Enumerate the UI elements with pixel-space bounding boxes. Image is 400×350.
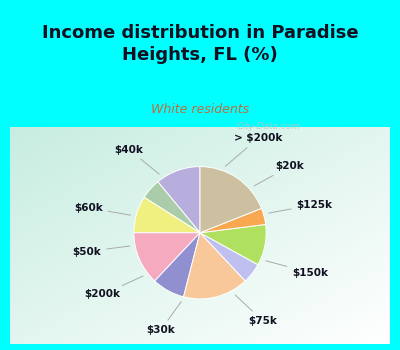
Text: $30k: $30k [146, 302, 181, 335]
Text: $75k: $75k [235, 295, 277, 326]
Wedge shape [184, 233, 245, 299]
Text: City-Data.com: City-Data.com [237, 122, 301, 131]
Wedge shape [134, 197, 200, 233]
Text: > $200k: > $200k [226, 133, 282, 166]
Wedge shape [200, 167, 262, 233]
Wedge shape [200, 208, 266, 233]
Wedge shape [155, 233, 200, 297]
Wedge shape [134, 233, 200, 281]
Text: $200k: $200k [84, 276, 143, 299]
Text: White residents: White residents [151, 103, 249, 116]
Text: $60k: $60k [74, 203, 131, 215]
Text: $125k: $125k [269, 200, 332, 213]
Text: $20k: $20k [254, 161, 304, 186]
Text: $50k: $50k [72, 246, 130, 257]
Text: $150k: $150k [266, 261, 328, 278]
Wedge shape [200, 233, 258, 281]
Text: Income distribution in Paradise
Heights, FL (%): Income distribution in Paradise Heights,… [42, 24, 358, 64]
Wedge shape [200, 224, 266, 265]
Wedge shape [158, 167, 200, 233]
Text: $40k: $40k [115, 145, 159, 174]
Wedge shape [144, 182, 200, 233]
